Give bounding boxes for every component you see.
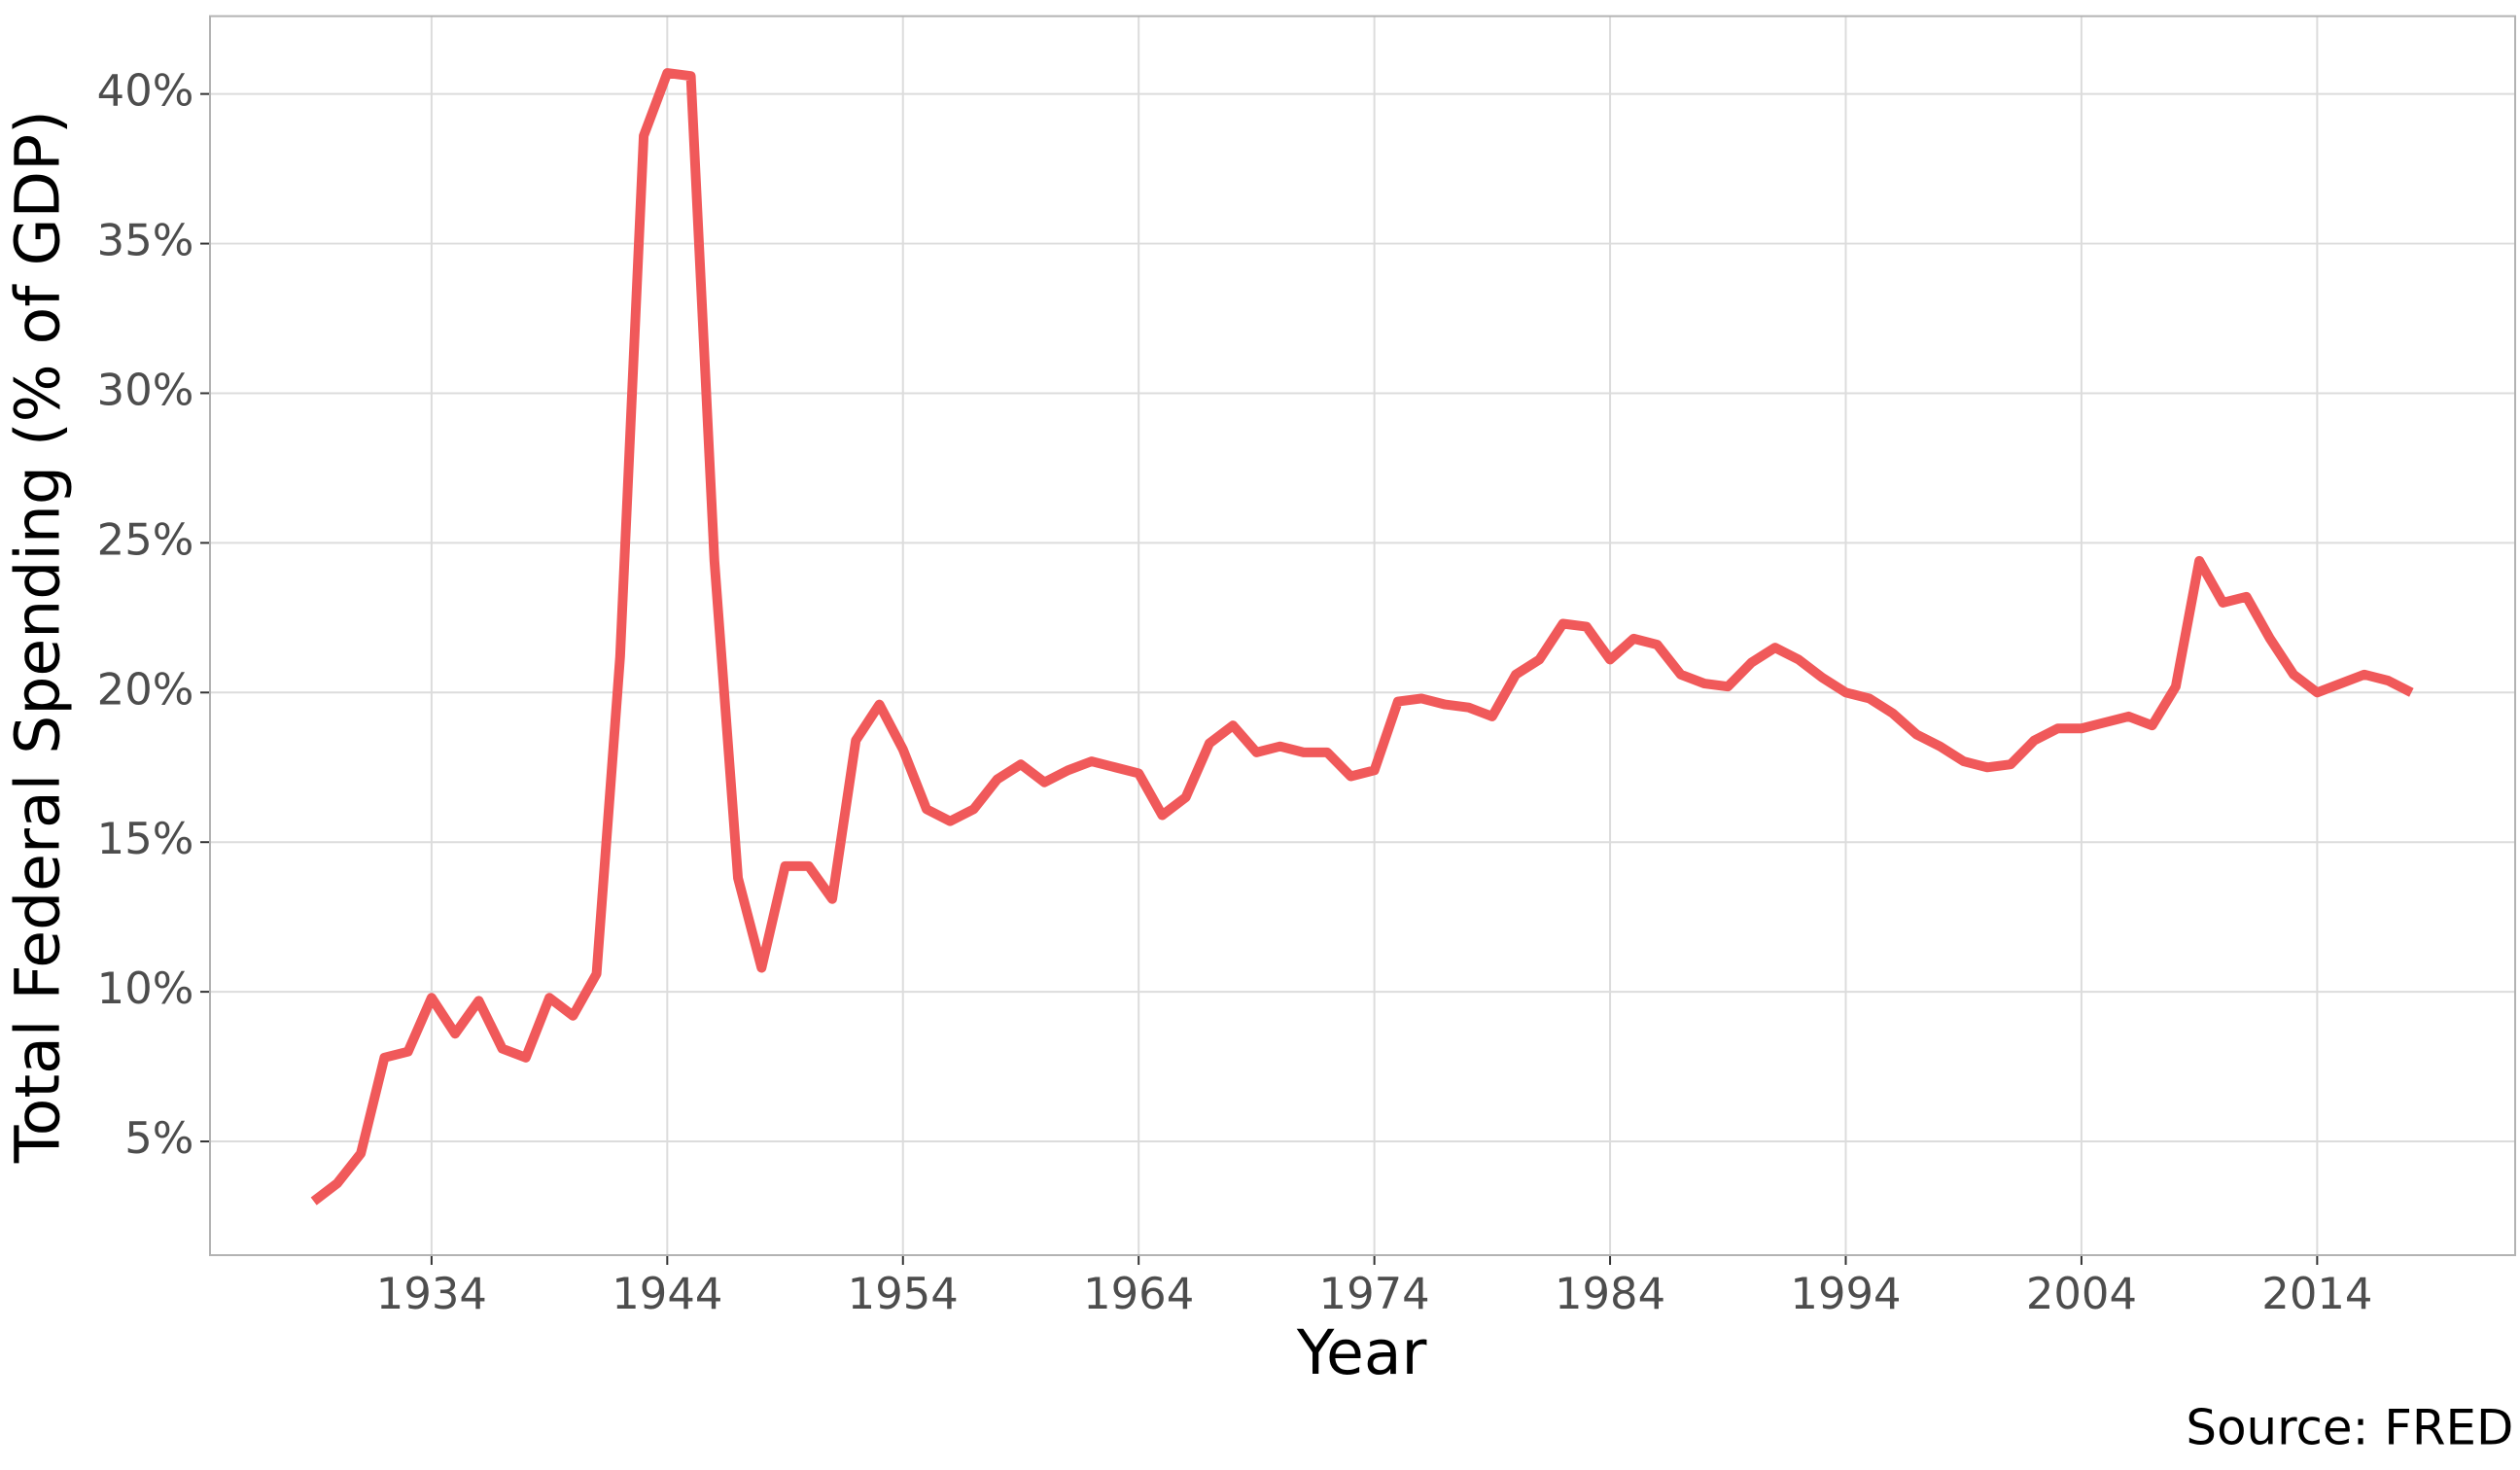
y-tick-label: 20% xyxy=(97,663,194,715)
y-axis-title: Total Federal Spending (% of GDP) xyxy=(1,110,73,1164)
x-tick-label: 1964 xyxy=(1083,1268,1194,1319)
x-tick-label: 2014 xyxy=(2261,1268,2372,1319)
data-line xyxy=(310,68,2414,1206)
y-tick-label: 10% xyxy=(97,962,194,1014)
y-tick-label: 15% xyxy=(97,813,194,864)
x-tick-label: 1954 xyxy=(848,1268,959,1319)
x-tick-label: 1994 xyxy=(1790,1268,1901,1319)
y-tick-label: 25% xyxy=(97,513,194,565)
x-tick-label: 1934 xyxy=(376,1268,487,1319)
plot-border xyxy=(209,15,2517,1257)
x-tick-label: 1974 xyxy=(1319,1268,1430,1319)
y-tick-label: 5% xyxy=(124,1112,193,1164)
caption: Source: FRED xyxy=(2186,1400,2513,1456)
y-tick-label: 35% xyxy=(97,215,194,266)
x-axis-title: Year xyxy=(1296,1316,1427,1388)
y-tick-label: 40% xyxy=(97,65,194,117)
x-tick-label: 2004 xyxy=(2026,1268,2137,1319)
x-tick-label: 1944 xyxy=(612,1268,722,1319)
y-tick-label: 30% xyxy=(97,364,194,415)
x-tick-label: 1984 xyxy=(1555,1268,1665,1319)
